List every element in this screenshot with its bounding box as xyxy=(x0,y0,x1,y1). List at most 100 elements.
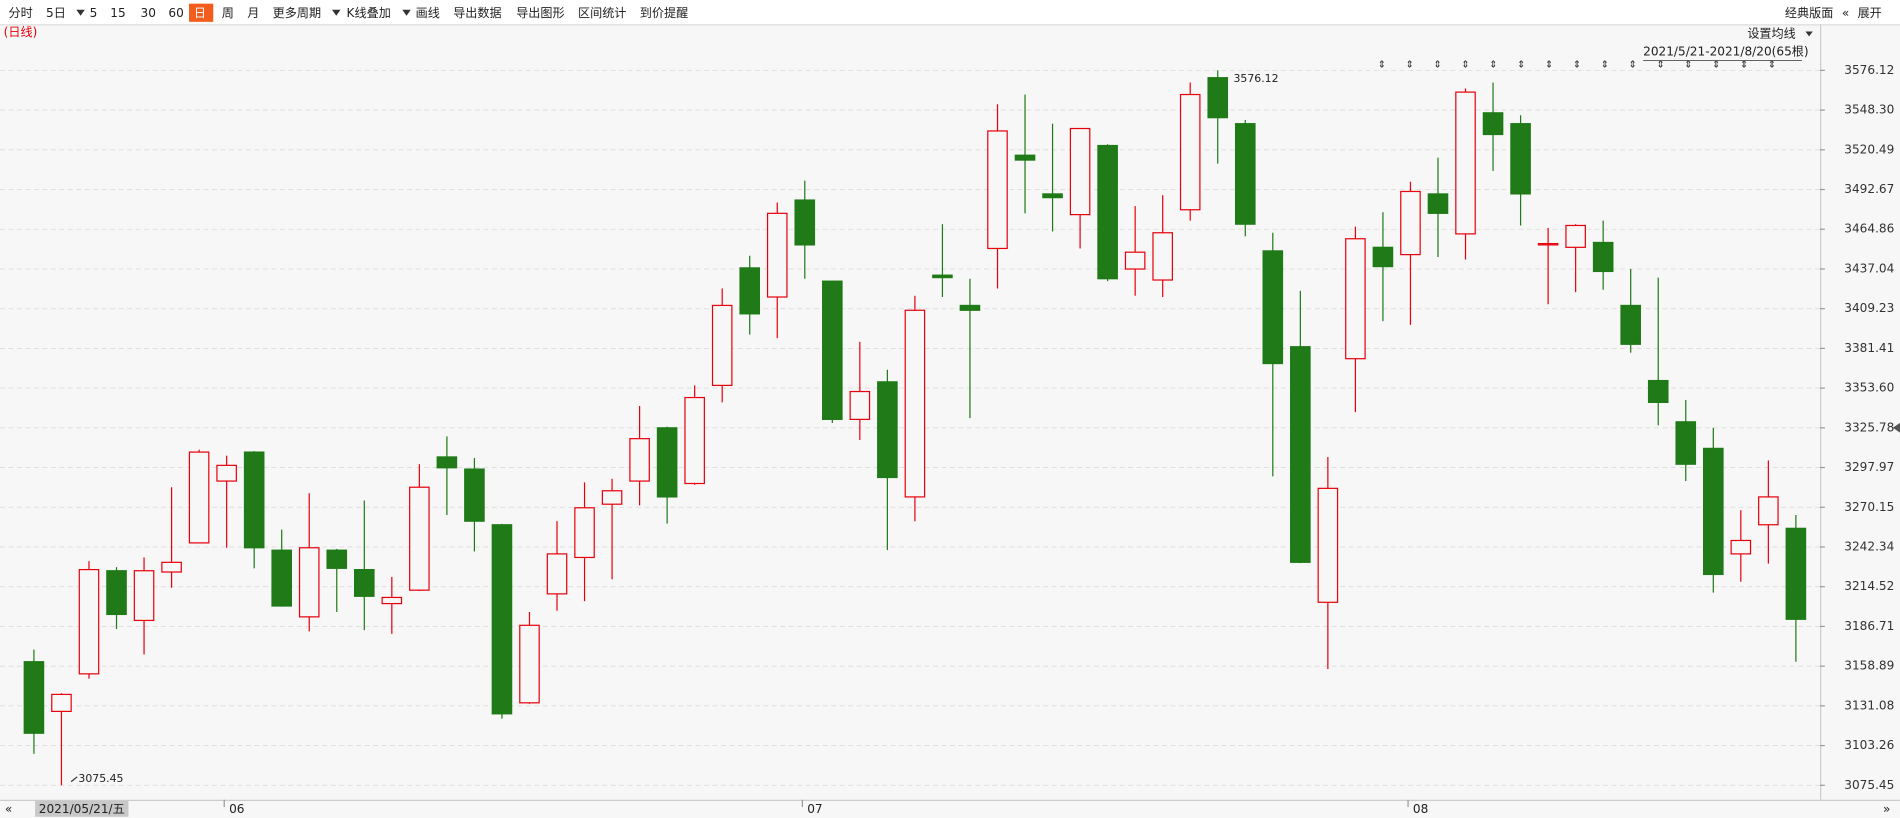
candle-body xyxy=(574,507,595,559)
marker-icon: ⇕ xyxy=(1740,59,1748,70)
toolbar-item[interactable]: 画线 xyxy=(416,6,440,20)
candle-body xyxy=(601,490,623,505)
candle-body xyxy=(1565,224,1586,248)
toolbar-item[interactable]: 15 xyxy=(110,6,125,20)
marker-icon: ⇕ xyxy=(1768,59,1776,70)
candle-body xyxy=(766,212,788,298)
candle-body xyxy=(546,553,568,595)
candle-body xyxy=(1372,246,1394,268)
candle-body xyxy=(409,486,430,591)
y-tick-label: 3325.78 xyxy=(1844,420,1894,434)
marker-icon: ⇕ xyxy=(1601,59,1609,70)
marker-icon: ⇕ xyxy=(1545,59,1553,70)
dropdown-icon xyxy=(402,9,411,16)
candle-body xyxy=(1758,496,1779,526)
marker-icon: ⇕ xyxy=(1517,59,1525,70)
marker-icon: ⇕ xyxy=(1433,59,1441,70)
high-annotation: 3576.12 xyxy=(1233,72,1278,85)
candle-body xyxy=(1482,112,1504,136)
toolbar-item[interactable]: 30 xyxy=(141,6,156,20)
y-tick-label: 3242.34 xyxy=(1844,539,1894,553)
toolbar-item[interactable]: K线叠加 xyxy=(347,6,391,20)
toolbar-item[interactable]: 到价提醒 xyxy=(640,5,688,20)
y-tick-label: 3437.04 xyxy=(1844,261,1894,275)
candle-body xyxy=(987,130,1008,250)
y-tick-label: 3381.41 xyxy=(1844,341,1894,355)
candle-body xyxy=(794,199,816,246)
candle-body xyxy=(1647,379,1669,403)
date-highlight xyxy=(35,800,129,817)
candle-body xyxy=(739,267,761,315)
y-tick-label: 3548.30 xyxy=(1844,103,1894,117)
candle-body xyxy=(106,570,127,616)
y-tick-label: 3297.97 xyxy=(1844,460,1894,474)
candle-body xyxy=(464,468,485,522)
toolbar-item[interactable]: 日 xyxy=(194,6,206,20)
period-label: (日线) xyxy=(4,25,38,39)
candle-body xyxy=(161,561,182,573)
candle-body xyxy=(1207,77,1229,119)
candle-body xyxy=(1152,232,1173,281)
candle-body xyxy=(491,524,513,715)
candle-body xyxy=(1592,241,1614,273)
toolbar-item[interactable]: 月 xyxy=(247,6,259,20)
toolbar-item[interactable]: 5 xyxy=(90,6,98,20)
candle-body xyxy=(23,661,45,734)
x-tick-label: 08 xyxy=(1413,802,1428,816)
toolbar-item[interactable]: 5日 xyxy=(46,6,66,20)
candle-body xyxy=(133,570,155,622)
active-tab xyxy=(189,3,214,22)
candle-body xyxy=(1345,238,1366,360)
candle-body xyxy=(1620,304,1642,345)
toolbar-item[interactable]: 区间统计 xyxy=(578,6,626,20)
candle-body xyxy=(1097,144,1118,280)
candle-body xyxy=(1234,123,1256,225)
toolbar-item[interactable]: 60 xyxy=(168,6,183,20)
candle-body xyxy=(188,451,210,544)
dropdown-icon xyxy=(1805,31,1813,37)
y-tick-label: 3131.08 xyxy=(1844,698,1894,712)
toolbar-right[interactable]: 经典版面 xyxy=(1785,6,1833,20)
candle-body xyxy=(326,549,348,569)
candle-body xyxy=(1675,421,1697,465)
candle-body xyxy=(1785,527,1807,620)
candle-body xyxy=(959,304,981,311)
candle-body xyxy=(904,309,926,498)
candle-body xyxy=(519,624,540,704)
toolbar-item[interactable]: 导出图形 xyxy=(516,6,564,20)
toolbar-item[interactable]: 分时 xyxy=(8,6,32,20)
candle-body xyxy=(656,427,678,498)
candle-body xyxy=(1124,251,1146,270)
ma-setting[interactable]: 设置均线 xyxy=(1747,26,1795,40)
toolbar-item[interactable]: 周 xyxy=(222,6,234,20)
range-label: 2021/5/21-2021/8/20(65根) xyxy=(1643,45,1809,59)
candle-body xyxy=(1400,190,1421,256)
y-tick-label: 3186.71 xyxy=(1844,619,1894,633)
scroll-right[interactable]: » xyxy=(1883,802,1890,816)
marker-icon: ⇕ xyxy=(1573,59,1581,70)
toolbar-item[interactable]: 更多周期 xyxy=(273,6,321,20)
candle-body xyxy=(381,596,403,605)
candle-body xyxy=(822,280,843,420)
collapse-icon[interactable]: « xyxy=(1842,6,1849,20)
candle-body xyxy=(1290,346,1311,563)
x-tick-label: 07 xyxy=(807,802,822,816)
marker-icon: ⇕ xyxy=(1461,59,1469,70)
low-arrow xyxy=(70,776,78,783)
y-tick-label: 3270.15 xyxy=(1844,500,1894,514)
y-tick-label: 3353.60 xyxy=(1844,381,1894,395)
candle-body xyxy=(1537,242,1559,246)
marker-icon: ⇕ xyxy=(1489,59,1497,70)
marker-icon: ⇕ xyxy=(1684,59,1692,70)
scroll-left[interactable]: « xyxy=(5,802,12,816)
candle-body xyxy=(271,549,293,607)
candle-body xyxy=(1014,154,1036,161)
candle-body xyxy=(1510,123,1531,195)
toolbar-right[interactable]: 展开 xyxy=(1858,6,1882,20)
candle-body xyxy=(684,396,705,485)
marker-icon: ⇕ xyxy=(1656,59,1664,70)
toolbar-item[interactable]: 导出数据 xyxy=(453,5,501,20)
candle-body xyxy=(298,547,320,618)
